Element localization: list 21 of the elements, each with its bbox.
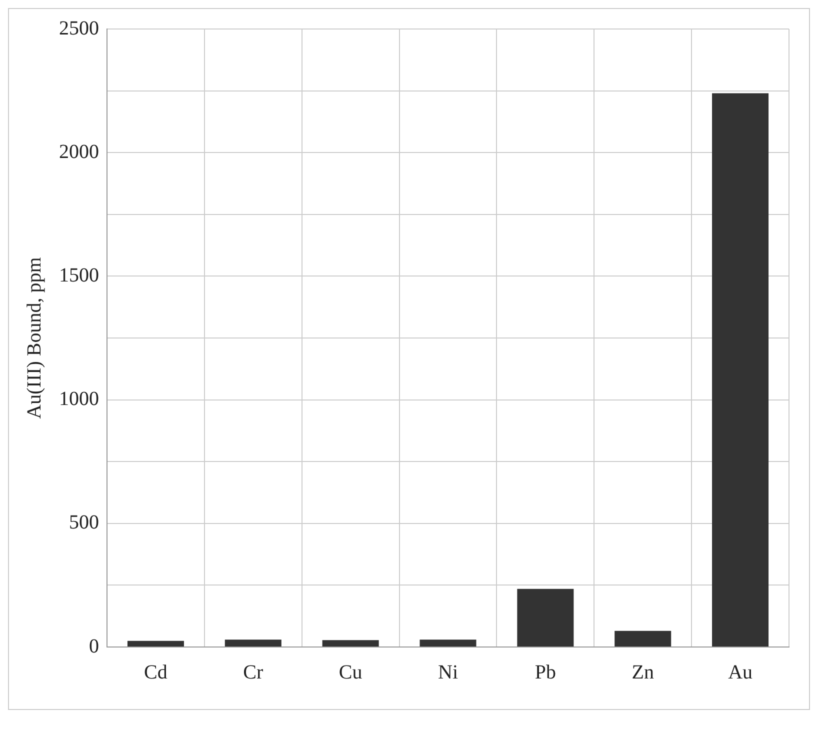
- x-tick-label: Cr: [243, 661, 264, 684]
- bar: [420, 640, 476, 646]
- y-tick-label: 1000: [59, 388, 99, 410]
- x-tick-label: Au: [728, 661, 753, 684]
- y-tick-label: 2500: [59, 17, 99, 40]
- bar: [127, 640, 184, 646]
- bar: [517, 588, 574, 646]
- y-tick-label: 500: [69, 512, 99, 534]
- bar: [614, 630, 672, 646]
- y-tick-label: 2000: [59, 140, 99, 163]
- y-tick-label: 1500: [59, 264, 99, 286]
- x-tick-label: Pb: [534, 661, 556, 684]
- bar: [712, 93, 769, 646]
- x-tick-label: Cd: [144, 661, 168, 684]
- bar: [224, 640, 282, 646]
- y-axis-title: Au(III) Bound, ppm: [23, 256, 46, 419]
- x-tick-label: Ni: [438, 661, 458, 684]
- y-tick-label: 0: [89, 635, 99, 658]
- x-tick-label: Cu: [338, 661, 362, 684]
- bar: [322, 640, 379, 646]
- x-tick-label: Zn: [632, 661, 654, 684]
